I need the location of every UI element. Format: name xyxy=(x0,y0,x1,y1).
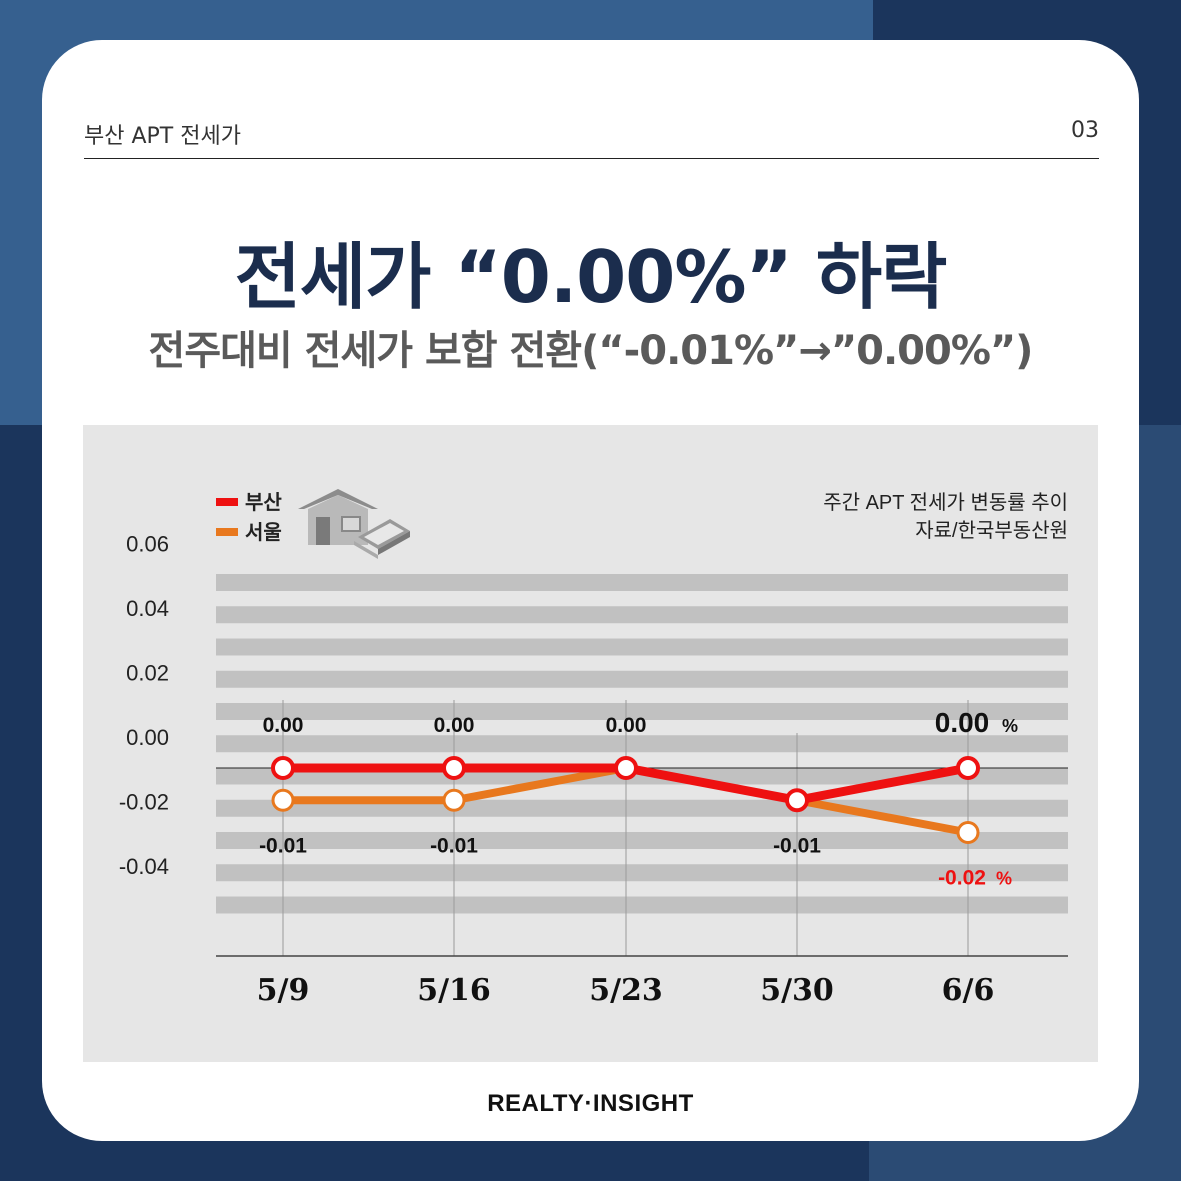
legend-label-seoul: 서울 xyxy=(245,521,282,544)
legend: 부산 서울 xyxy=(216,491,282,544)
data-label: 0.00 xyxy=(263,714,304,737)
data-label-unit: % xyxy=(1002,716,1018,736)
data-label: 0.00 xyxy=(434,714,475,737)
grid-stripe xyxy=(216,606,1068,624)
data-point-busan xyxy=(442,756,466,780)
x-tick-label: 5/9 xyxy=(257,973,310,1008)
legend-label-busan: 부산 xyxy=(245,491,282,514)
y-axis-ticks: 0.06 0.04 0.02 0.00 -0.02 -0.04 xyxy=(119,532,169,880)
subheadline: 전주대비 전세가 보합 전환(“-0.01%”→”0.00%”) xyxy=(148,328,1034,374)
page-number: 03 xyxy=(1071,118,1099,143)
y-tick-label: -0.02 xyxy=(119,790,169,815)
x-tick-label: 5/16 xyxy=(417,973,491,1008)
data-point-seoul xyxy=(442,788,466,812)
x-tick-label: 6/6 xyxy=(942,973,995,1008)
grid-stripe xyxy=(216,735,1068,753)
legend-swatch-busan xyxy=(216,498,238,506)
data-point-seoul xyxy=(956,821,980,844)
y-tick-label: 0.02 xyxy=(126,661,169,686)
header-divider xyxy=(84,158,1099,159)
chart-vertical-gridlines xyxy=(282,700,969,956)
data-label: -0.01 xyxy=(773,834,821,857)
data-point-busan xyxy=(614,756,638,780)
grid-stripe xyxy=(216,670,1068,688)
data-point-busan xyxy=(271,756,295,780)
chart-grid-stripes xyxy=(216,574,1068,914)
x-axis-ticks: 5/9 5/16 5/23 5/30 6/6 xyxy=(257,973,995,1008)
data-point-busan xyxy=(785,788,809,813)
chart-panel: 0.06 0.04 0.02 0.00 -0.02 -0.04 5/9 5/16 5/23 5/… xyxy=(83,425,1098,1062)
data-labels: 0.00 0.00 0.00 0.00 % -0.01 -0.01 -0.01 -0.02% xyxy=(259,707,1018,890)
line-chart: 0.060.040.020.00-0.02-0.04 5/9 5/16 5/23 5/… xyxy=(119,489,1068,1008)
grid-stripe xyxy=(216,896,1068,914)
data-label: -0.02 xyxy=(938,867,986,890)
house-icon xyxy=(298,489,410,559)
grid-stripe xyxy=(216,574,1068,591)
y-tick-label: -0.04 xyxy=(119,854,169,879)
data-label: -0.01 xyxy=(430,834,478,857)
data-point-busan xyxy=(956,756,980,780)
header-title: 부산 APT 전세가 xyxy=(84,124,241,149)
x-tick-label: 5/30 xyxy=(760,973,834,1008)
y-tick-label: 0.04 xyxy=(126,596,169,621)
footer-brand: REALTY·INSIGHT xyxy=(487,1090,694,1117)
grid-stripe xyxy=(216,832,1068,849)
headline: 전세가 “0.00%” 하락 xyxy=(234,235,948,319)
chart-caption: 주간 APT 전세가 변동률 추이 xyxy=(823,491,1068,514)
chart-source: 자료/한국부동산원 xyxy=(915,519,1068,542)
y-tick-label: 0.06 xyxy=(126,532,169,557)
data-label: 0.00 xyxy=(935,707,990,738)
x-tick-label: 5/23 xyxy=(589,973,663,1008)
grid-stripe xyxy=(216,703,1068,720)
chart-series xyxy=(271,756,980,844)
data-label: -0.01 xyxy=(259,834,307,857)
legend-swatch-seoul xyxy=(216,528,238,536)
grid-stripe xyxy=(216,864,1068,882)
data-point-seoul xyxy=(271,788,295,812)
data-label: 0.00 xyxy=(606,714,647,737)
y-tick-label: 0.00 xyxy=(126,725,169,750)
data-label-unit: % xyxy=(996,869,1012,889)
grid-stripe xyxy=(216,638,1068,656)
